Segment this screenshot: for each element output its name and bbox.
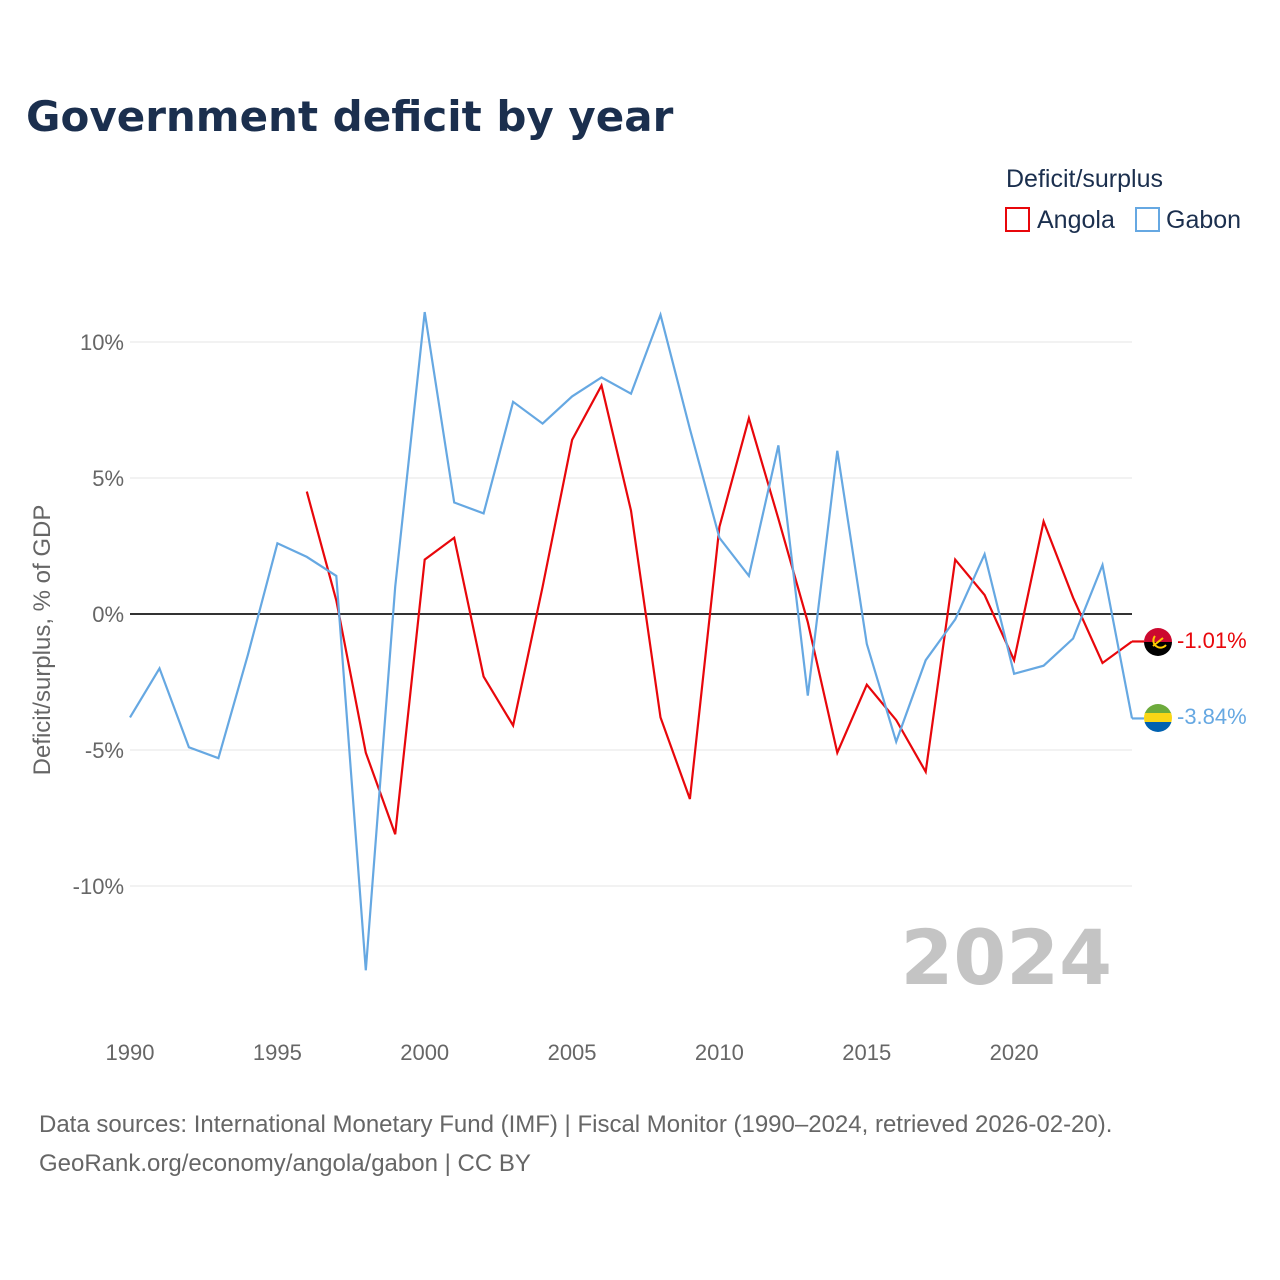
y-tick-label: -5% — [85, 738, 124, 763]
x-tick-label: 1990 — [106, 1040, 155, 1065]
source-attribution: GeoRank.org/economy/angola/gabon | CC BY — [39, 1150, 531, 1177]
gabon-flag-icon — [1144, 704, 1172, 732]
chart-title: Government deficit by year — [26, 92, 674, 141]
source-text: Data sources: International Monetary Fun… — [39, 1111, 1112, 1138]
year-watermark: 2024 — [900, 913, 1112, 1002]
y-tick-label: 5% — [92, 466, 124, 491]
series-line-gabon[interactable] — [129, 311, 1134, 971]
x-tick-label: 2000 — [400, 1040, 449, 1065]
y-tick-label: 10% — [80, 330, 124, 355]
legend-swatch-angola[interactable] — [1005, 207, 1030, 232]
x-tick-label: 2020 — [990, 1040, 1039, 1065]
x-axis-ticks: 1990 1995 2000 2005 2010 2015 2020 — [106, 1040, 1039, 1065]
x-tick-label: 1995 — [253, 1040, 302, 1065]
angola-flag-icon — [1144, 628, 1172, 656]
y-tick-label: -10% — [73, 874, 124, 899]
end-value-label-angola: -1.01% — [1177, 628, 1247, 653]
y-axis-ticks: 10% 5% 0% -5% -10% — [73, 330, 124, 899]
end-value-label-gabon: -3.84% — [1177, 704, 1247, 729]
legend-label-angola[interactable]: Angola — [1037, 206, 1115, 234]
legend-swatch-gabon[interactable] — [1135, 207, 1160, 232]
y-axis-title: Deficit/surplus, % of GDP — [29, 505, 56, 776]
series-lines — [129, 311, 1144, 971]
x-tick-label: 2010 — [695, 1040, 744, 1065]
legend-label-gabon[interactable]: Gabon — [1166, 206, 1241, 234]
series-line-angola[interactable] — [305, 382, 1133, 835]
x-tick-label: 2015 — [842, 1040, 891, 1065]
gridlines — [130, 341, 1132, 887]
x-tick-label: 2005 — [548, 1040, 597, 1065]
legend: Deficit/surplus Angola Gabon — [1005, 165, 1241, 234]
y-tick-label: 0% — [92, 602, 124, 627]
legend-title: Deficit/surplus — [1006, 165, 1163, 193]
